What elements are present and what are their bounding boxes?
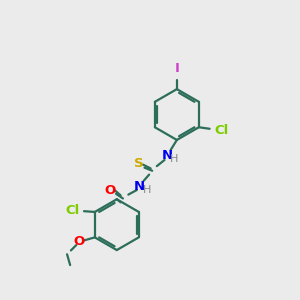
Text: O: O xyxy=(104,184,116,196)
Text: N: N xyxy=(161,149,172,162)
Text: N: N xyxy=(134,180,145,193)
Text: H: H xyxy=(170,154,179,164)
Text: Cl: Cl xyxy=(214,124,229,137)
Text: O: O xyxy=(74,236,85,248)
Text: I: I xyxy=(174,61,179,74)
Text: H: H xyxy=(142,185,151,195)
Text: S: S xyxy=(134,157,143,170)
Text: Cl: Cl xyxy=(65,204,80,217)
